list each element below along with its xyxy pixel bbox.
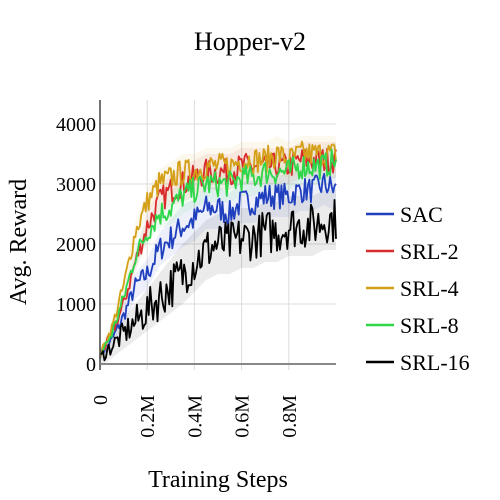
y-tick-label: 1000 xyxy=(56,294,96,316)
legend: SAC SRL-2 SRL-4 SRL-8 SRL-16 xyxy=(366,202,470,375)
series-line-srl-16 xyxy=(99,199,337,362)
x-axis-title: Training Steps xyxy=(148,467,288,493)
y-tick-label: 4000 xyxy=(56,114,96,136)
series-line-srl-4 xyxy=(99,140,337,358)
x-tick-label: 0.6M xyxy=(232,395,254,438)
legend-label-srl-16: SRL-16 xyxy=(400,350,470,375)
legend-label-srl-8: SRL-8 xyxy=(400,313,459,338)
x-axis-ticks: 0 0.2M 0.4M 0.6M 0.8M xyxy=(90,395,301,438)
y-tick-label: 2000 xyxy=(56,234,96,256)
x-tick-label: 0.8M xyxy=(279,395,301,438)
y-tick-label: 3000 xyxy=(56,174,96,196)
y-tick-label: 0 xyxy=(86,354,96,376)
error-bands xyxy=(100,136,336,367)
series-line-srl-2 xyxy=(99,148,337,357)
series-line-srl-8 xyxy=(99,148,337,356)
legend-label-srl-4: SRL-4 xyxy=(400,276,459,301)
error-band-srl-2 xyxy=(100,142,336,361)
error-band-sac xyxy=(100,163,336,362)
x-tick-label: 0 xyxy=(90,395,112,405)
y-axis-title: Avg. Reward xyxy=(6,179,32,305)
series-lines xyxy=(99,140,337,362)
y-axis-ticks: 0 1000 2000 3000 4000 xyxy=(56,114,96,376)
legend-label-sac: SAC xyxy=(400,202,443,227)
x-tick-label: 0.2M xyxy=(137,395,159,438)
x-tick-label: 0.4M xyxy=(184,395,206,438)
chart-title: Hopper-v2 xyxy=(194,27,306,56)
axes xyxy=(99,100,336,370)
legend-label-srl-2: SRL-2 xyxy=(400,239,459,264)
series-line-sac xyxy=(99,173,337,359)
